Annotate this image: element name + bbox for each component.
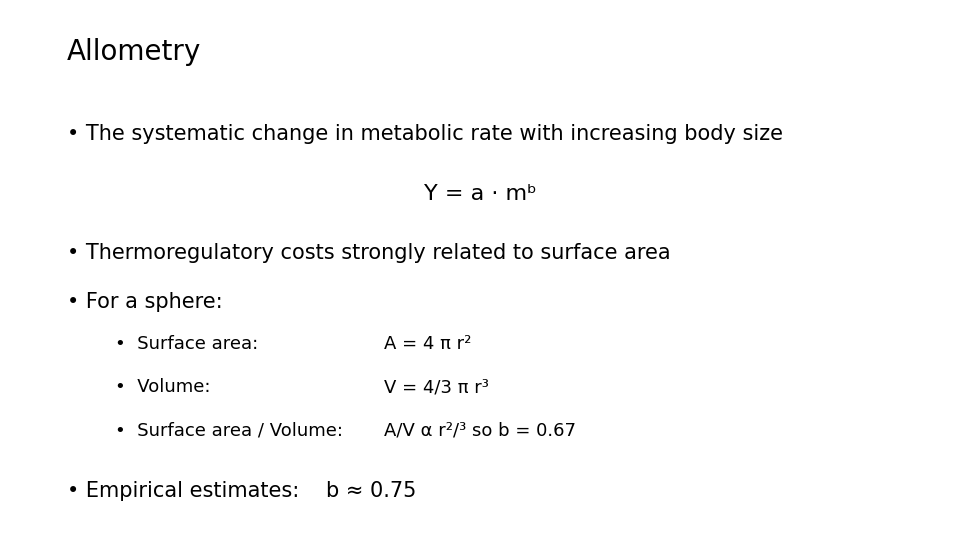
Text: A = 4 π r²: A = 4 π r²	[384, 335, 471, 353]
Text: • The systematic change in metabolic rate with increasing body size: • The systematic change in metabolic rat…	[67, 124, 783, 144]
Text: Y = a · mᵇ: Y = a · mᵇ	[423, 184, 537, 204]
Text: V = 4/3 π r³: V = 4/3 π r³	[384, 378, 489, 396]
Text: • Thermoregulatory costs strongly related to surface area: • Thermoregulatory costs strongly relate…	[67, 243, 671, 263]
Text: A/V α r²/³ so b = 0.67: A/V α r²/³ so b = 0.67	[384, 421, 576, 439]
Text: Allometry: Allometry	[67, 38, 202, 66]
Text: • Empirical estimates:: • Empirical estimates:	[67, 481, 300, 501]
Text: b ≈ 0.75: b ≈ 0.75	[326, 481, 417, 501]
Text: •  Surface area:: • Surface area:	[115, 335, 258, 353]
Text: •  Volume:: • Volume:	[115, 378, 210, 396]
Text: •  Surface area / Volume:: • Surface area / Volume:	[115, 421, 344, 439]
Text: • For a sphere:: • For a sphere:	[67, 292, 223, 312]
